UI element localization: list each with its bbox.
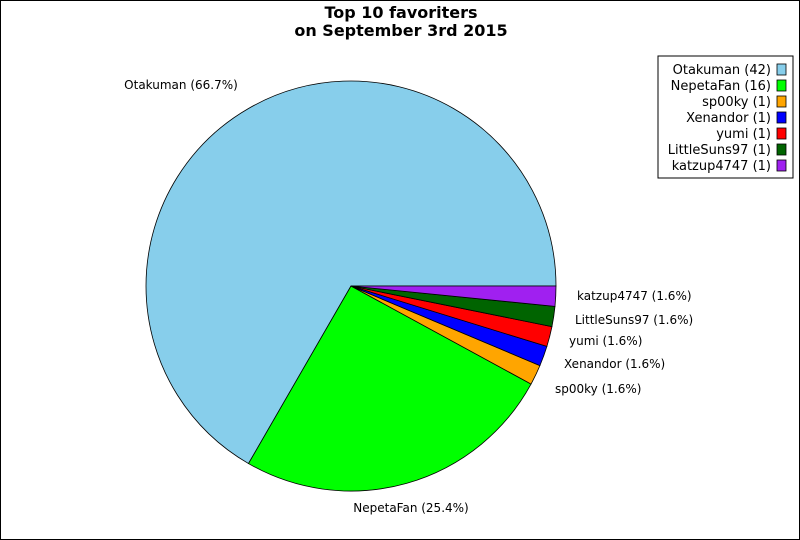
legend-label-katzup4747: katzup4747 (1) [672, 159, 771, 174]
pie-slice-nepetafan [247, 285, 532, 492]
slice-label-littlesuns97: LittleSuns97 (1.6%) [575, 313, 693, 327]
pie-slices [145, 80, 557, 492]
legend-swatch-xenandor [776, 111, 787, 124]
slice-label-nepetafan: NepetaFan (25.4%) [353, 501, 468, 515]
legend-label-yumi: yumi (1) [716, 127, 771, 142]
legend-label-otakuman: Otakuman (42) [673, 63, 771, 78]
chart-title-line-2: on September 3rd 2015 [294, 21, 507, 40]
legend-swatch-sp00ky [776, 95, 787, 108]
pie-slice-otakuman [145, 80, 557, 465]
slice-label-otakuman: Otakuman (66.7%) [124, 78, 238, 92]
legend-label-littlesuns97: LittleSuns97 (1) [668, 143, 771, 158]
pie-slice-katzup4747 [350, 285, 557, 307]
slice-label-katzup4747: katzup4747 (1.6%) [577, 289, 692, 303]
legend-label-nepetafan: NepetaFan (16) [671, 79, 771, 94]
legend: Otakuman (42)NepetaFan (16)sp00ky (1)Xen… [657, 55, 794, 179]
legend-swatch-nepetafan [776, 79, 787, 92]
legend-label-xenandor: Xenandor (1) [686, 111, 771, 126]
chart-title-line-1: Top 10 favoriters [324, 3, 477, 22]
legend-label-sp00ky: sp00ky (1) [702, 95, 771, 110]
legend-swatch-katzup4747 [776, 159, 787, 172]
legend-swatch-littlesuns97 [776, 143, 787, 156]
legend-swatch-yumi [776, 127, 787, 140]
legend-box [657, 55, 794, 179]
slice-label-xenandor: Xenandor (1.6%) [564, 357, 665, 371]
slice-label-sp00ky: sp00ky (1.6%) [555, 382, 641, 396]
slice-label-yumi: yumi (1.6%) [569, 334, 642, 348]
legend-swatch-otakuman [776, 63, 787, 76]
slice-labels: Otakuman (66.7%) NepetaFan (25.4%) sp00ky … [124, 78, 693, 515]
